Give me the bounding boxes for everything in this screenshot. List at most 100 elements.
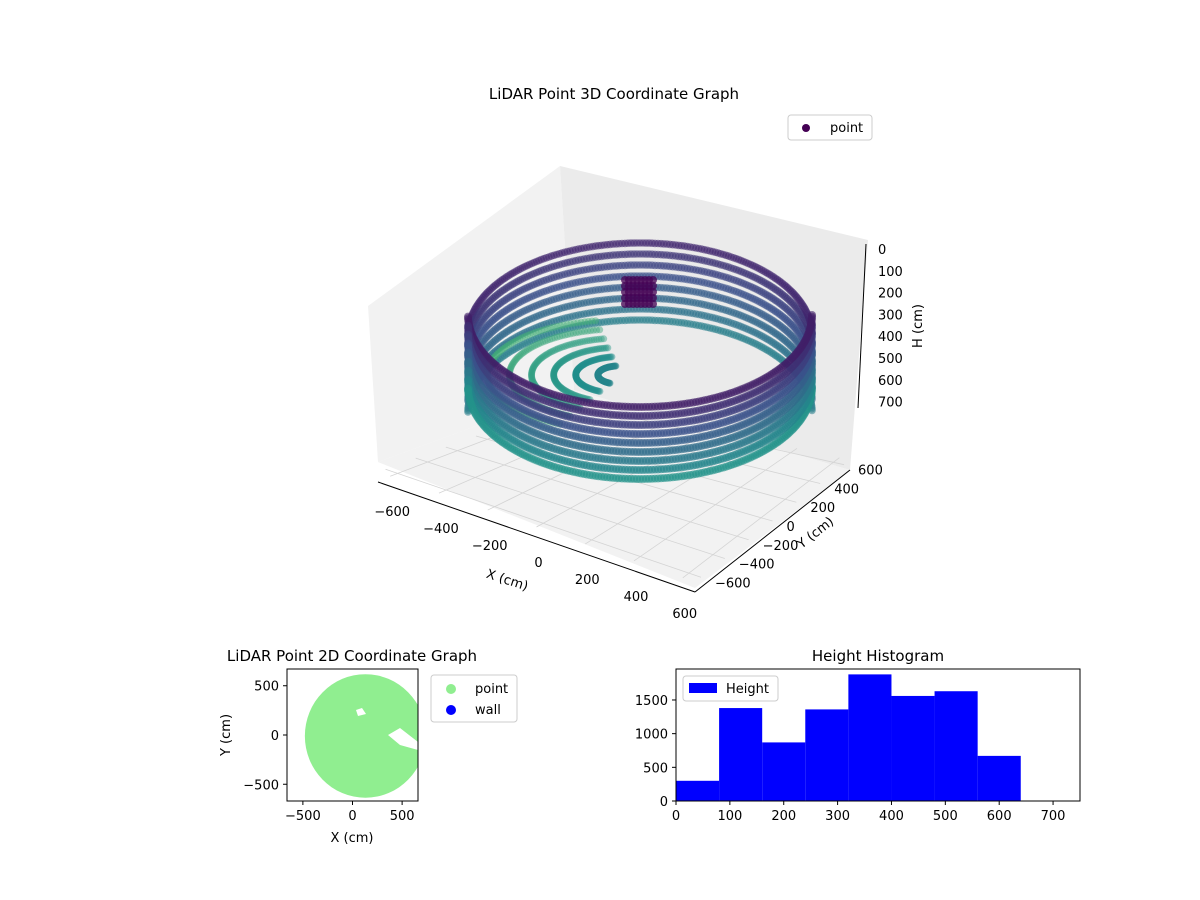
cloud-point: [572, 373, 580, 381]
cloud-point: [595, 335, 603, 343]
cloud-point: [544, 325, 552, 333]
cloud-point: [582, 359, 590, 367]
cloud-point: [591, 386, 599, 394]
cloud-point: [567, 320, 575, 328]
cloud-point: [572, 369, 580, 377]
cloud-point: [552, 364, 560, 372]
cloud-point: [607, 363, 615, 371]
cloud-point: [533, 358, 541, 366]
histogram-frame: [675, 668, 1081, 802]
cloud-point: [550, 370, 558, 378]
cloud-point: [530, 363, 537, 371]
histogram-bar: [805, 709, 849, 801]
cloud-point: [464, 375, 472, 384]
cloud-point: [562, 342, 570, 350]
cloud-point: [579, 381, 587, 389]
cloud-point: [574, 365, 582, 373]
cloud-point: [573, 366, 581, 374]
plot2d-area: [287, 669, 418, 801]
cloud-point: [593, 355, 601, 363]
cloud-point: [530, 362, 538, 370]
cloud-point: [566, 353, 574, 361]
cloud-point: [599, 377, 607, 385]
cloud-point: [594, 387, 602, 395]
x-tick-label-hist: 600: [987, 809, 1012, 824]
cloud-point: [464, 357, 472, 366]
cloud-point: [603, 364, 611, 372]
cloud-point: [594, 373, 602, 381]
cloud-point: [586, 346, 594, 354]
cloud-point: [533, 341, 541, 349]
cloud-point: [594, 369, 602, 377]
cloud-point: [575, 365, 582, 373]
cloud-point: [464, 366, 472, 375]
cloud-point: [579, 361, 587, 369]
cloud-point: [598, 377, 606, 385]
cloud-point: [528, 371, 535, 379]
cloud-point: [596, 326, 604, 334]
plot2d-title: LiDAR Point 2D Coordinate Graph: [227, 647, 477, 665]
cloud-point: [534, 357, 542, 365]
cloud-point: [537, 355, 545, 362]
cloud-point: [594, 372, 602, 380]
cloud-point: [520, 348, 528, 356]
cloud-point: [560, 356, 568, 364]
cloud-point: [543, 350, 551, 358]
cloud-point: [592, 386, 600, 394]
histogram-bar: [719, 708, 763, 801]
cloud-point: [586, 358, 594, 365]
cloud-point: [575, 364, 583, 372]
x-tick-label-3d: −400: [423, 522, 459, 537]
cloud-point: [580, 348, 588, 356]
cloud-point: [565, 354, 573, 361]
cloud-point: [582, 383, 590, 391]
cloud-point: [572, 373, 580, 381]
cloud-point: [539, 353, 547, 361]
cloud-point: [607, 353, 615, 361]
cloud-point: [598, 376, 606, 384]
cloud-point: [538, 327, 546, 334]
cloud-point: [512, 355, 520, 363]
cloud-point: [590, 326, 598, 334]
cloud-point: [610, 362, 618, 370]
cloud-point: [583, 347, 591, 355]
cloud-point: [568, 352, 576, 360]
cloud-point: [597, 367, 604, 375]
cloud-point: [516, 335, 524, 343]
x-tick-label-3d: 600: [672, 607, 697, 622]
y-tick-label-3d: −600: [715, 576, 751, 591]
cloud-point: [577, 349, 585, 357]
cloud-point: [595, 374, 603, 382]
z-tick-label-3d: 200: [878, 287, 903, 302]
cloud-point: [553, 380, 561, 388]
legend-2d: point wall: [430, 674, 518, 723]
cloud-point: [604, 363, 612, 371]
cloud-point: [607, 363, 615, 371]
cloud-point: [599, 365, 607, 373]
cloud-point: [528, 375, 536, 382]
cloud-point: [603, 353, 611, 361]
cloud-point: [595, 355, 603, 363]
cloud-point: [572, 369, 580, 377]
cloud-point: [583, 359, 591, 367]
cloud-point: [597, 335, 605, 343]
cloud-point: [599, 377, 607, 385]
z-ticks-3d: 0 100 200 300 400 500 600 700: [878, 243, 903, 411]
cloud-point: [553, 362, 561, 370]
cloud-point: [585, 358, 593, 366]
cloud-point: [511, 337, 519, 345]
cloud-point: [588, 336, 596, 344]
cloud-point: [649, 276, 657, 284]
cloud-point: [594, 371, 602, 379]
cloud-point: [598, 344, 606, 352]
cloud-point: [542, 351, 550, 359]
cloud-point: [509, 360, 517, 368]
cloud-point: [561, 387, 569, 394]
cloud-point: [649, 288, 657, 296]
cloud-point: [596, 355, 604, 362]
cloud-point: [649, 282, 657, 290]
cloud-point: [587, 357, 595, 365]
histogram-bar: [934, 691, 978, 801]
cloud-point: [553, 333, 561, 341]
